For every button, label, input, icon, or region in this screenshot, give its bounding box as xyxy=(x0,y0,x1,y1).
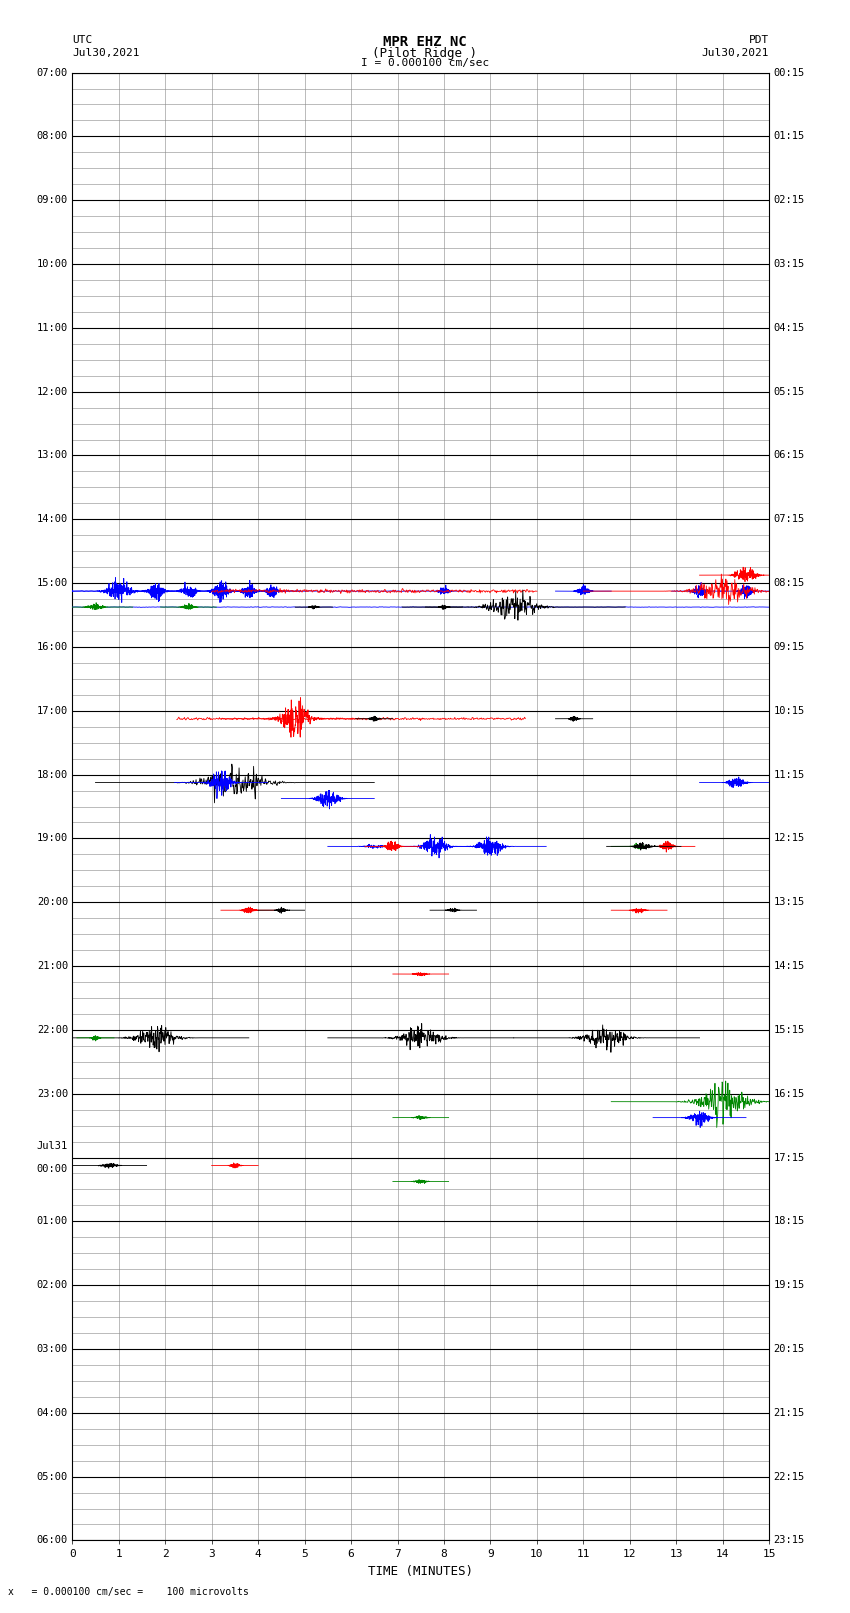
Text: 21:00: 21:00 xyxy=(37,961,68,971)
Text: 08:15: 08:15 xyxy=(774,577,805,589)
X-axis label: TIME (MINUTES): TIME (MINUTES) xyxy=(368,1565,473,1578)
Text: 18:00: 18:00 xyxy=(37,769,68,779)
Text: 20:15: 20:15 xyxy=(774,1344,805,1353)
Text: 03:00: 03:00 xyxy=(37,1344,68,1353)
Text: 20:00: 20:00 xyxy=(37,897,68,907)
Text: 17:00: 17:00 xyxy=(37,706,68,716)
Text: 05:15: 05:15 xyxy=(774,387,805,397)
Text: 04:15: 04:15 xyxy=(774,323,805,332)
Text: Jul31: Jul31 xyxy=(37,1140,68,1152)
Text: 22:00: 22:00 xyxy=(37,1024,68,1036)
Text: 10:00: 10:00 xyxy=(37,260,68,269)
Text: 10:15: 10:15 xyxy=(774,706,805,716)
Text: 05:00: 05:00 xyxy=(37,1471,68,1482)
Text: 14:00: 14:00 xyxy=(37,515,68,524)
Text: 22:15: 22:15 xyxy=(774,1471,805,1482)
Text: 15:15: 15:15 xyxy=(774,1024,805,1036)
Text: 06:00: 06:00 xyxy=(37,1536,68,1545)
Text: 12:00: 12:00 xyxy=(37,387,68,397)
Text: 11:15: 11:15 xyxy=(774,769,805,779)
Text: I = 0.000100 cm/sec: I = 0.000100 cm/sec xyxy=(361,58,489,68)
Text: 07:00: 07:00 xyxy=(37,68,68,77)
Text: UTC: UTC xyxy=(72,35,93,45)
Text: MPR EHZ NC: MPR EHZ NC xyxy=(383,35,467,50)
Text: 11:00: 11:00 xyxy=(37,323,68,332)
Text: 13:00: 13:00 xyxy=(37,450,68,460)
Text: 19:00: 19:00 xyxy=(37,834,68,844)
Text: 00:00: 00:00 xyxy=(37,1165,68,1174)
Text: 17:15: 17:15 xyxy=(774,1153,805,1163)
Text: 00:15: 00:15 xyxy=(774,68,805,77)
Text: Jul30,2021: Jul30,2021 xyxy=(702,48,769,58)
Text: 15:00: 15:00 xyxy=(37,577,68,589)
Text: Jul30,2021: Jul30,2021 xyxy=(72,48,139,58)
Text: 23:15: 23:15 xyxy=(774,1536,805,1545)
Text: 21:15: 21:15 xyxy=(774,1408,805,1418)
Text: 06:15: 06:15 xyxy=(774,450,805,460)
Text: 04:00: 04:00 xyxy=(37,1408,68,1418)
Text: 02:15: 02:15 xyxy=(774,195,805,205)
Text: 13:15: 13:15 xyxy=(774,897,805,907)
Text: 03:15: 03:15 xyxy=(774,260,805,269)
Text: 23:00: 23:00 xyxy=(37,1089,68,1098)
Text: 16:15: 16:15 xyxy=(774,1089,805,1098)
Text: 09:15: 09:15 xyxy=(774,642,805,652)
Text: x   = 0.000100 cm/sec =    100 microvolts: x = 0.000100 cm/sec = 100 microvolts xyxy=(8,1587,249,1597)
Text: 01:15: 01:15 xyxy=(774,131,805,142)
Text: PDT: PDT xyxy=(749,35,769,45)
Text: 18:15: 18:15 xyxy=(774,1216,805,1226)
Text: 14:15: 14:15 xyxy=(774,961,805,971)
Text: 07:15: 07:15 xyxy=(774,515,805,524)
Text: 02:00: 02:00 xyxy=(37,1281,68,1290)
Text: 08:00: 08:00 xyxy=(37,131,68,142)
Text: 09:00: 09:00 xyxy=(37,195,68,205)
Text: 16:00: 16:00 xyxy=(37,642,68,652)
Text: (Pilot Ridge ): (Pilot Ridge ) xyxy=(372,47,478,60)
Text: 01:00: 01:00 xyxy=(37,1216,68,1226)
Text: 12:15: 12:15 xyxy=(774,834,805,844)
Text: 19:15: 19:15 xyxy=(774,1281,805,1290)
